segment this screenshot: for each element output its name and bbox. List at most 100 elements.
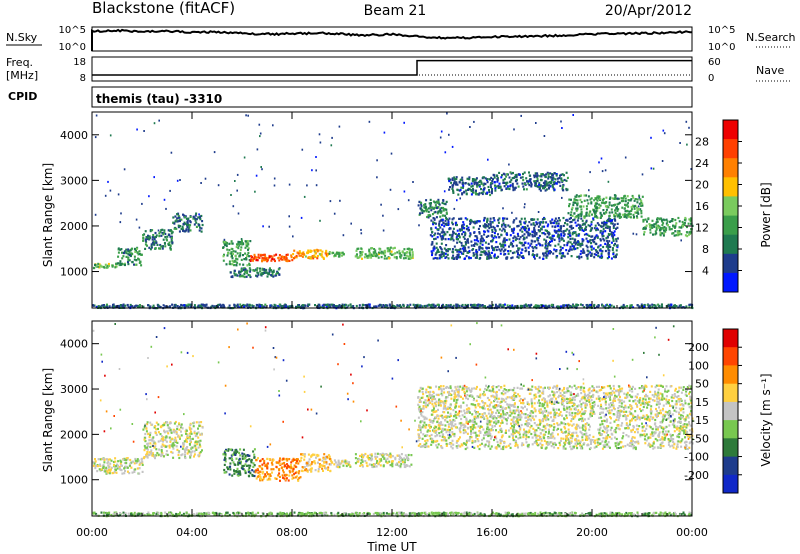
range-cell [611,248,614,251]
range-cell [542,254,545,257]
range-cell [582,428,585,431]
range-cell [265,268,268,272]
range-cell [314,255,317,258]
range-cell [575,241,578,245]
range-cell [439,247,442,250]
range-cell [537,229,540,232]
range-cell [604,230,607,233]
range-cell [246,255,249,258]
range-cell [170,431,173,434]
range-cell [322,256,325,259]
range-cell [370,454,373,457]
range-cell [115,305,118,308]
range-cell [648,304,651,307]
range-cell [150,246,153,249]
range-cell [527,251,530,254]
range-cell [263,259,266,262]
range-cell [334,305,337,308]
range-cell [381,455,384,458]
range-cell [659,227,661,230]
sky-series-line [91,28,692,51]
range-cell [292,466,295,469]
range-cell [266,259,269,262]
range-cell [451,237,454,240]
range-cell [520,114,522,117]
range-cell [258,473,261,476]
range-cell [597,443,600,446]
range-cell [549,172,552,175]
range-cell [150,244,153,247]
range-cell [613,234,616,237]
range-cell [613,436,616,439]
freq-tick-bottom: 8 [80,73,86,84]
range-cell [495,411,498,415]
range-cell [490,251,493,254]
range-cell [666,220,669,223]
range-cell [458,304,461,307]
range-cell [690,413,693,417]
range-cell [468,235,471,238]
range-cell [585,237,588,240]
range-cell [378,303,381,306]
range-cell [587,195,590,198]
range-cell [430,202,432,205]
range-cell [654,304,657,307]
range-cell [127,253,130,256]
range-cell [611,197,614,200]
range-cell [624,210,627,213]
range-cell [490,245,493,248]
range-cell [331,136,333,139]
range-cell [592,217,595,220]
range-cell [231,257,234,260]
range-cell [445,218,448,221]
range-cell [516,304,519,308]
range-cell [136,467,139,470]
range-cell [490,186,492,189]
range-cell [570,255,573,258]
range-cell [425,434,427,437]
range-cell [616,222,619,225]
range-cell [117,464,120,467]
range-cell [473,183,476,186]
range-cell [234,254,237,258]
range-cell [402,460,405,464]
range-cell [306,470,309,473]
range-cell [585,194,588,197]
range-cell [231,459,234,462]
range-cell [583,251,586,254]
range-cell [267,473,269,476]
range-cell [187,449,190,452]
range-cell [549,244,552,247]
range-cell [500,248,503,251]
range-cell [545,184,548,187]
range-cell [589,198,592,201]
range-cell [105,466,108,469]
range-cell [563,174,565,177]
range-cell [277,257,280,260]
range-cell [445,248,448,251]
range-cell [532,250,535,253]
range-cell [624,203,626,206]
range-cell [478,192,481,195]
range-cell [420,201,423,204]
range-cell [253,470,256,473]
range-cell [571,231,574,234]
range-cell [608,255,610,259]
range-cell [371,254,374,257]
range-cell [138,250,141,253]
range-cell [590,252,593,255]
range-cell [548,305,551,308]
range-cell [640,215,643,218]
range-cell [429,203,432,206]
range-cell [239,273,242,276]
range-cell [517,185,520,188]
range-cell [147,442,150,445]
range-cell [246,241,249,244]
range-cell [601,170,604,173]
range-cell [310,470,313,473]
range-cell [451,235,454,238]
range-cell [553,172,556,175]
range-cell [302,253,305,256]
range-cell [424,203,427,206]
range-cell [149,305,152,308]
